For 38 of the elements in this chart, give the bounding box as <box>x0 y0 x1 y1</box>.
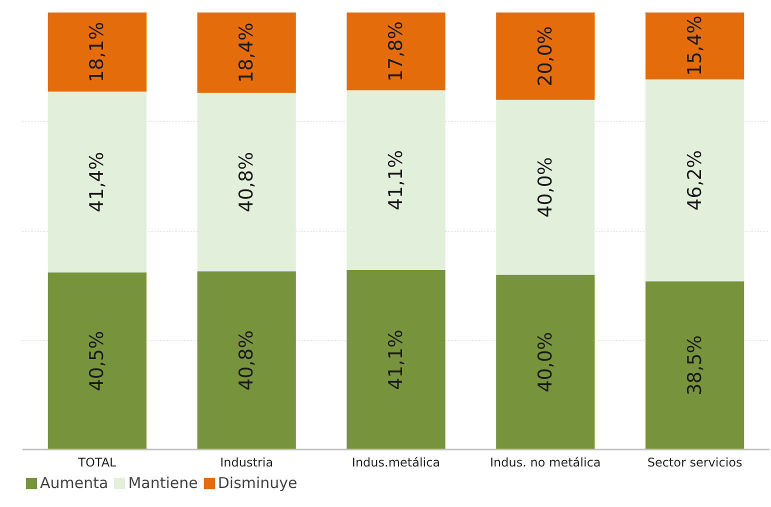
bar <box>496 274 595 450</box>
x-tick-label: Sector servicios <box>647 456 742 470</box>
bar <box>48 92 146 273</box>
data-label: 18,4% <box>236 22 258 83</box>
data-label: 20,0% <box>534 26 556 86</box>
data-label: 41,1% <box>385 150 407 210</box>
data-label: 40,0% <box>534 157 556 218</box>
data-label: 40,8% <box>236 330 258 391</box>
x-tick-label: Industria <box>220 456 274 470</box>
data-label: 41,1% <box>385 330 407 390</box>
x-tick-label: TOTAL <box>77 456 117 470</box>
data-label: 40,5% <box>86 330 108 392</box>
bar <box>197 12 296 93</box>
bar <box>346 12 446 90</box>
x-tick-label: Indus.metálica <box>352 456 440 470</box>
legend-label: Disminuye <box>218 474 298 492</box>
data-label: 41,4% <box>86 152 108 212</box>
bar <box>646 79 744 282</box>
bar <box>496 100 595 275</box>
bar <box>197 271 296 450</box>
bar <box>346 90 446 270</box>
bar <box>496 12 595 100</box>
legend-label: Mantiene <box>128 474 198 492</box>
legend-label: Aumenta <box>40 474 108 492</box>
data-label: 18,1% <box>86 22 108 82</box>
bar <box>48 12 146 92</box>
bar <box>646 281 744 450</box>
data-label: 40,8% <box>236 152 258 212</box>
bar <box>346 270 446 450</box>
data-label: 40,0% <box>534 332 556 392</box>
bar <box>646 12 744 80</box>
data-label: 38,5% <box>684 335 706 396</box>
x-tick-label: Indus. no metálica <box>490 456 601 470</box>
data-label: 17,8% <box>385 21 407 82</box>
data-label: 15,4% <box>684 16 706 76</box>
bar <box>197 92 296 272</box>
data-label: 46,2% <box>684 150 706 210</box>
bar <box>48 272 146 450</box>
